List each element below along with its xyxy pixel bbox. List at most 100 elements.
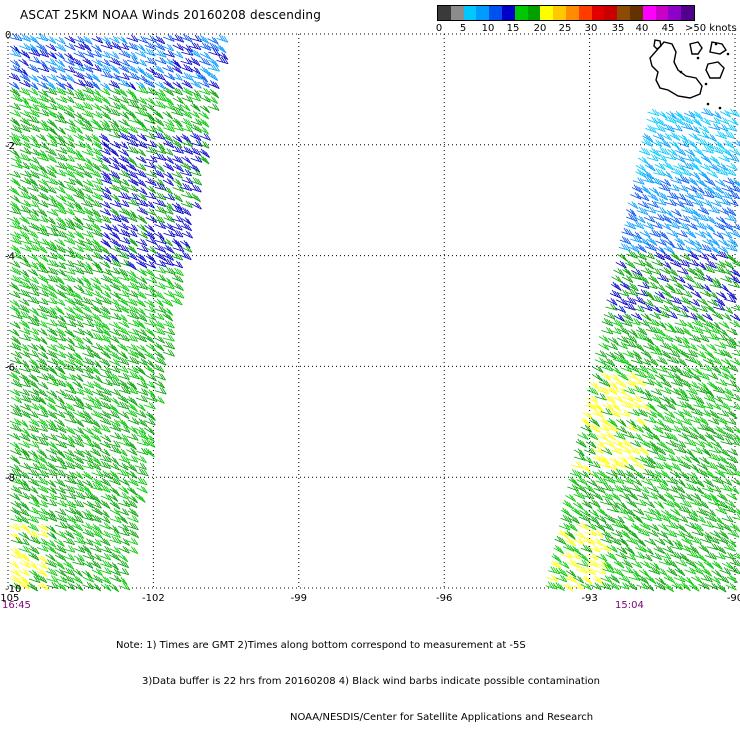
wind-barb <box>200 66 210 75</box>
wind-barb <box>648 275 658 284</box>
wind-barb <box>92 36 103 43</box>
wind-barb <box>732 427 740 435</box>
wind-barb <box>617 342 628 349</box>
wind-barb <box>56 96 67 103</box>
wind-barb <box>616 261 627 268</box>
wind-barb <box>624 508 635 516</box>
wind-barb <box>658 524 668 531</box>
wind-barb <box>664 245 675 253</box>
wind-barb <box>692 319 703 327</box>
wind-barb <box>732 508 740 515</box>
wind-barb <box>666 521 678 529</box>
island-outline <box>706 62 724 78</box>
wind-barb <box>10 118 20 127</box>
wind-barb <box>146 216 157 223</box>
wind-barb <box>653 425 664 434</box>
wind-barb <box>667 559 678 568</box>
wind-barb <box>578 433 589 440</box>
wind-barb <box>154 396 165 403</box>
wind-barb <box>199 133 210 140</box>
wind-barb <box>696 433 707 442</box>
wind-barb <box>601 576 612 583</box>
wind-barb <box>100 537 111 545</box>
wind-barb <box>646 326 658 334</box>
wind-barb <box>683 283 694 290</box>
wind-barb <box>172 268 183 276</box>
wind-barb <box>73 163 84 170</box>
wind-barb <box>74 230 84 239</box>
wind-barb <box>100 120 110 128</box>
wind-barb <box>725 207 736 215</box>
wind-barb <box>647 201 658 208</box>
wind-map: -105-102-99-96-93-900-2-4-6-8-10 <box>0 0 740 650</box>
wind-barb <box>154 320 165 328</box>
wind-barb <box>65 297 76 306</box>
wind-barb <box>689 464 699 471</box>
wind-barb <box>623 351 634 358</box>
wind-barb <box>587 559 598 567</box>
wind-barb <box>136 395 147 402</box>
wind-barb <box>601 373 611 381</box>
wind-barb <box>154 342 164 351</box>
wind-barb <box>36 134 46 141</box>
x-tick-label: -99 <box>291 593 307 604</box>
islet <box>719 107 722 110</box>
wind-barb <box>109 36 120 43</box>
wind-barb <box>19 546 30 553</box>
wind-barb <box>650 563 660 571</box>
wind-barb <box>587 479 598 486</box>
wind-barb <box>36 43 47 52</box>
wind-barb <box>670 471 680 478</box>
time-label-right: 15:04 <box>615 600 644 611</box>
wind-barb <box>631 313 642 320</box>
wind-barb <box>20 553 30 562</box>
wind-barb <box>651 306 661 313</box>
wind-barb <box>727 493 738 500</box>
wind-barb <box>190 185 201 193</box>
wind-barb <box>729 566 740 574</box>
wind-barb <box>647 403 657 412</box>
wind-barb <box>164 267 175 275</box>
wind-barb <box>162 187 173 194</box>
wind-barb <box>145 313 156 320</box>
wind-barb <box>91 305 101 314</box>
wind-barb <box>20 523 30 532</box>
wind-barb <box>11 396 22 403</box>
wind-barb <box>100 449 110 456</box>
islet <box>715 43 718 46</box>
wind-barb <box>692 282 704 289</box>
wind-barb <box>73 388 84 395</box>
wind-barb <box>55 162 67 170</box>
wind-barb <box>607 298 618 305</box>
wind-barb <box>700 164 711 171</box>
wind-barb <box>707 291 718 298</box>
wind-barb <box>163 65 174 72</box>
wind-barb <box>37 82 48 89</box>
wind-barb <box>155 237 167 244</box>
wind-barb <box>164 291 175 298</box>
wind-barb <box>37 33 48 41</box>
wind-barb <box>209 89 219 98</box>
wind-barb <box>592 530 603 537</box>
wind-barb <box>118 102 128 111</box>
wind-barb <box>619 574 630 582</box>
wind-barb <box>155 183 167 190</box>
wind-barb <box>727 574 737 583</box>
wind-barb <box>645 456 655 465</box>
wind-barb <box>136 125 148 132</box>
wind-barb <box>19 192 30 200</box>
wind-barb <box>46 320 58 327</box>
wind-barb <box>667 192 679 200</box>
wind-barb <box>731 479 740 486</box>
wind-barb <box>91 327 102 334</box>
wind-barb <box>144 351 155 360</box>
wind-barb <box>611 446 622 454</box>
wind-barb <box>38 90 49 97</box>
wind-barb <box>110 398 120 406</box>
wind-barb <box>10 569 20 576</box>
wind-barb <box>20 110 31 117</box>
wind-barb <box>92 148 103 156</box>
wind-barb <box>37 305 48 313</box>
wind-barb <box>181 140 192 147</box>
wind-barb <box>100 124 111 132</box>
